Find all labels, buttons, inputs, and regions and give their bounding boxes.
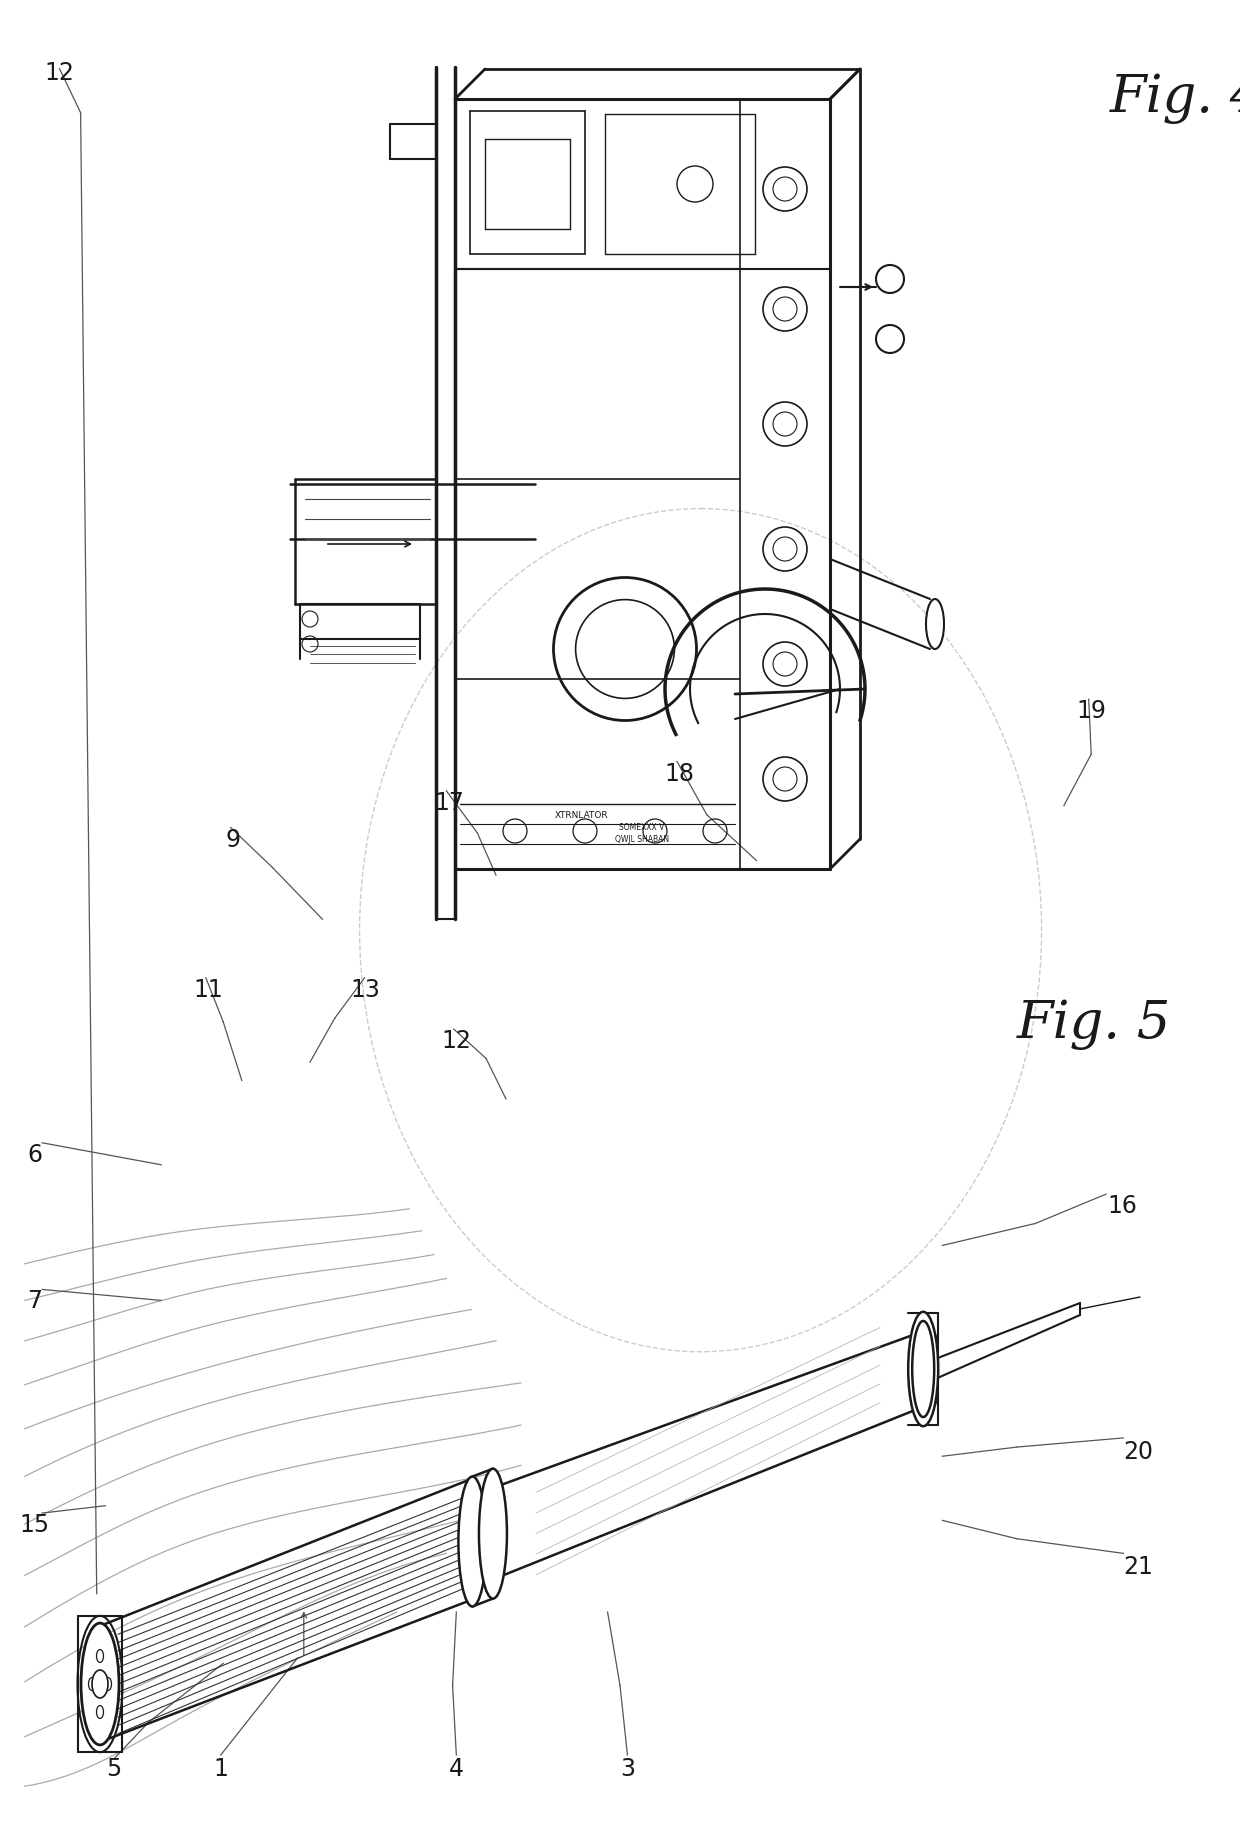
Ellipse shape — [913, 1321, 934, 1418]
Text: Fig. 4: Fig. 4 — [1110, 73, 1240, 125]
Text: 21: 21 — [1123, 1554, 1153, 1579]
Text: 17: 17 — [434, 790, 464, 815]
Ellipse shape — [459, 1477, 486, 1607]
Ellipse shape — [81, 1623, 119, 1744]
Text: 11: 11 — [193, 976, 223, 1002]
Text: 1: 1 — [213, 1755, 228, 1781]
Ellipse shape — [104, 1678, 112, 1691]
Text: 6: 6 — [27, 1141, 42, 1167]
Ellipse shape — [88, 1678, 95, 1691]
Text: 15: 15 — [20, 1511, 50, 1537]
Ellipse shape — [97, 1649, 103, 1663]
Text: 19: 19 — [1076, 698, 1106, 724]
Ellipse shape — [908, 1312, 939, 1427]
Text: 4: 4 — [449, 1755, 464, 1781]
Text: 7: 7 — [27, 1288, 42, 1314]
Ellipse shape — [97, 1706, 103, 1718]
Text: 5: 5 — [107, 1755, 122, 1781]
Text: 3: 3 — [620, 1755, 635, 1781]
Text: 18: 18 — [665, 760, 694, 786]
Ellipse shape — [926, 599, 944, 650]
Text: 13: 13 — [351, 976, 381, 1002]
Ellipse shape — [479, 1469, 507, 1599]
Ellipse shape — [92, 1671, 108, 1698]
Text: QWJL SHABAN: QWJL SHABAN — [615, 835, 670, 845]
Text: XTRNLATOR: XTRNLATOR — [556, 810, 609, 819]
Text: 12: 12 — [441, 1028, 471, 1053]
Text: 9: 9 — [226, 826, 241, 852]
Text: 12: 12 — [45, 60, 74, 86]
Text: SOMEXXX V: SOMEXXX V — [619, 823, 665, 832]
Text: 16: 16 — [1107, 1193, 1137, 1218]
Text: Fig. 5: Fig. 5 — [1017, 998, 1171, 1050]
Text: 20: 20 — [1123, 1438, 1153, 1464]
